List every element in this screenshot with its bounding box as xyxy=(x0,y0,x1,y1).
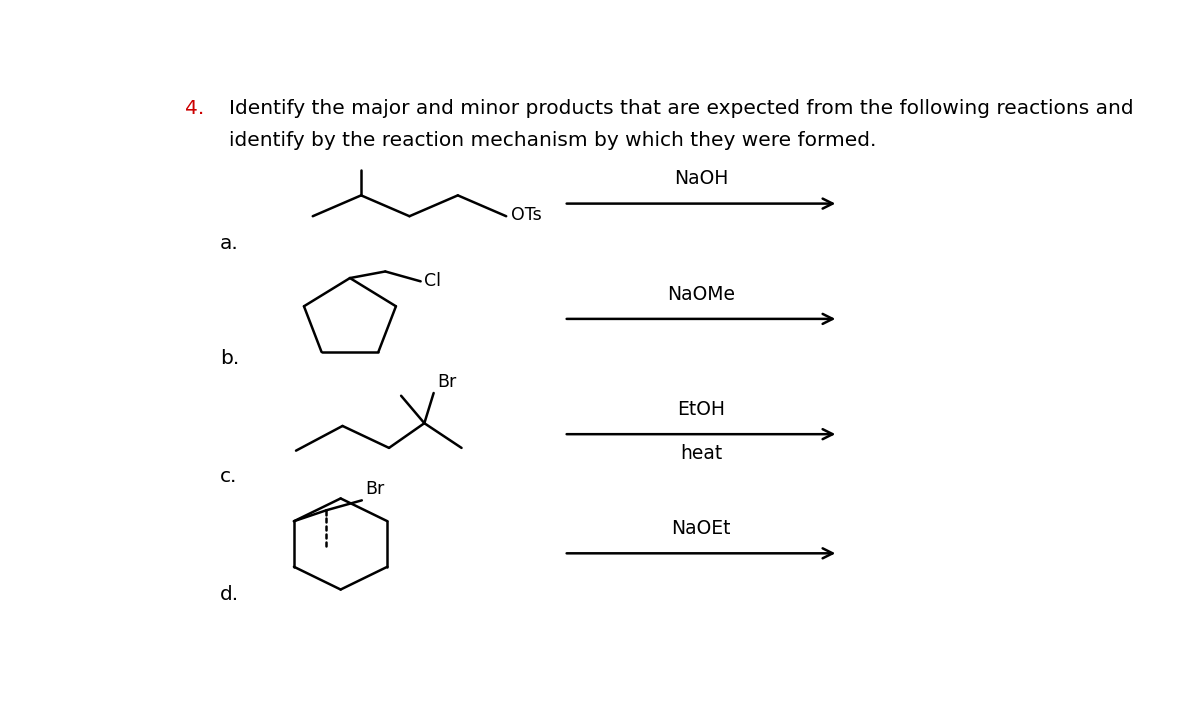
Text: b.: b. xyxy=(220,349,239,368)
Text: c.: c. xyxy=(220,467,238,486)
Text: OTs: OTs xyxy=(511,206,541,224)
Text: NaOMe: NaOMe xyxy=(667,284,736,304)
Text: NaOEt: NaOEt xyxy=(671,519,731,538)
Text: 4.: 4. xyxy=(185,99,204,118)
Text: Br: Br xyxy=(366,480,385,498)
Text: Cl: Cl xyxy=(425,272,442,290)
Text: Identify the major and minor products that are expected from the following react: Identify the major and minor products th… xyxy=(229,99,1134,118)
Text: NaOH: NaOH xyxy=(674,169,728,188)
Text: heat: heat xyxy=(680,444,722,463)
Text: d.: d. xyxy=(220,585,239,604)
Text: identify by the reaction mechanism by which they were formed.: identify by the reaction mechanism by wh… xyxy=(229,131,876,150)
Text: Br: Br xyxy=(437,373,457,391)
Text: EtOH: EtOH xyxy=(677,400,725,419)
Text: a.: a. xyxy=(220,234,239,253)
